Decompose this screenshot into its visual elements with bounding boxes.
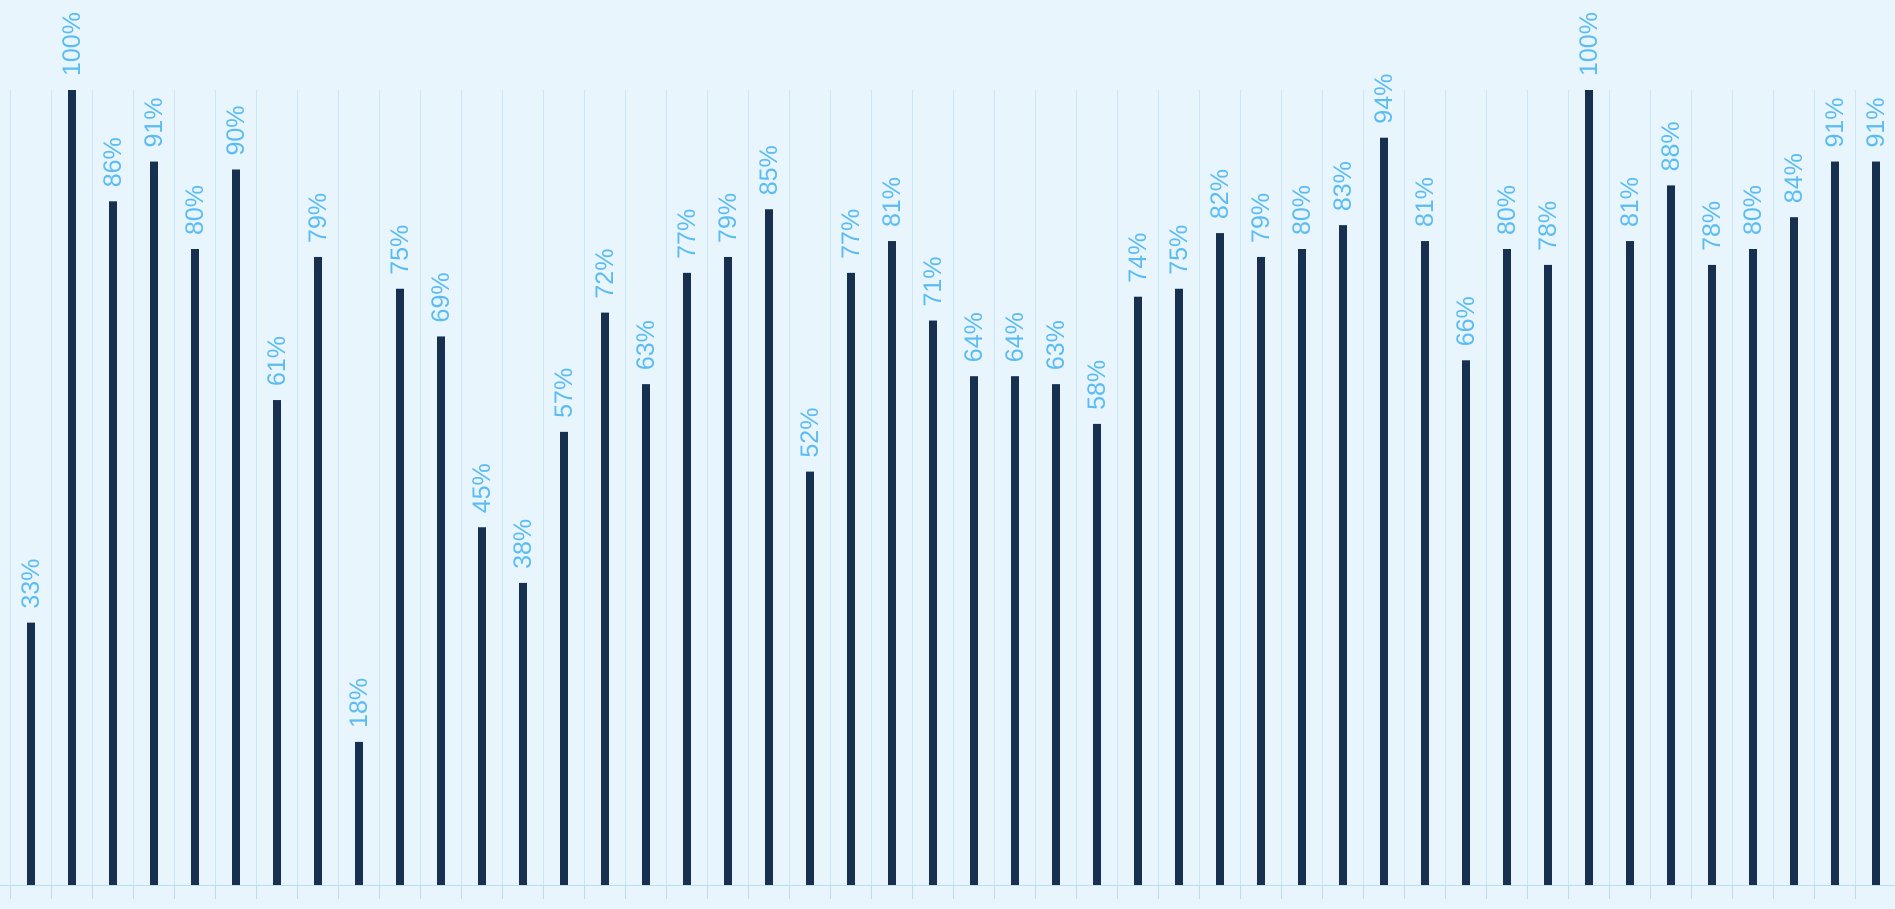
- bar: [1544, 264, 1552, 885]
- bar: [929, 320, 937, 885]
- bar: [1257, 256, 1265, 885]
- bar: [1421, 241, 1429, 886]
- grid-layer: [10, 90, 1856, 885]
- bar: [1790, 217, 1798, 885]
- data-label: 86%: [99, 137, 127, 187]
- bar: [1011, 376, 1019, 885]
- bar: [888, 241, 896, 886]
- bar: [1503, 249, 1511, 885]
- bar: [1872, 161, 1880, 886]
- data-label: 75%: [1165, 225, 1193, 275]
- data-label: 77%: [837, 209, 865, 259]
- bar: [1216, 233, 1224, 886]
- x-axis: [0, 885, 1895, 899]
- data-label: 90%: [222, 105, 250, 155]
- data-labels: 33% 100% 86% 91% 80% 90% 61% 79% 18% 75% 69% 45% 38%…: [17, 12, 1890, 728]
- data-label: 63%: [1042, 320, 1070, 370]
- data-label: 80%: [181, 185, 209, 235]
- data-label: 78%: [1534, 201, 1562, 251]
- data-label: 81%: [878, 177, 906, 227]
- data-label: 38%: [509, 519, 537, 569]
- bar: [27, 622, 35, 885]
- data-label: 58%: [1083, 360, 1111, 410]
- bar: [1052, 384, 1060, 885]
- bar: [724, 256, 732, 885]
- data-label: 79%: [1247, 193, 1275, 243]
- data-label: 78%: [1698, 201, 1726, 251]
- data-label: 64%: [1001, 312, 1029, 362]
- data-label: 100%: [58, 12, 86, 76]
- data-label: 100%: [1575, 12, 1603, 76]
- data-label: 66%: [1452, 296, 1480, 346]
- bar: [150, 161, 158, 886]
- data-label: 79%: [304, 193, 332, 243]
- data-label: 85%: [755, 145, 783, 195]
- data-label: 80%: [1288, 185, 1316, 235]
- bar: [1831, 161, 1839, 886]
- bar: [1093, 423, 1101, 885]
- bar: [1462, 360, 1470, 885]
- data-label: 83%: [1329, 161, 1357, 211]
- bar: [314, 256, 322, 885]
- data-label: 69%: [427, 272, 455, 322]
- bar: [560, 431, 568, 885]
- bar: [478, 527, 486, 885]
- bar: [109, 201, 117, 886]
- data-label: 94%: [1370, 74, 1398, 124]
- bar: [1175, 288, 1183, 885]
- data-label: 91%: [1821, 98, 1849, 148]
- data-label: 81%: [1616, 177, 1644, 227]
- bar: [1134, 296, 1142, 885]
- bar: [355, 741, 363, 885]
- bar: [642, 384, 650, 885]
- data-label: 84%: [1780, 153, 1808, 203]
- data-label: 45%: [468, 463, 496, 513]
- data-label: 64%: [960, 312, 988, 362]
- bar: [1380, 137, 1388, 885]
- data-label: 63%: [632, 320, 660, 370]
- bar: [1339, 225, 1347, 885]
- bar: [683, 272, 691, 886]
- data-label: 81%: [1411, 177, 1439, 227]
- bar: [601, 312, 609, 886]
- bar: [437, 336, 445, 885]
- data-label: 80%: [1493, 185, 1521, 235]
- bar: [806, 471, 814, 885]
- data-label: 91%: [1862, 98, 1890, 148]
- bar: [519, 582, 527, 885]
- bar: [273, 400, 281, 885]
- data-label: 57%: [550, 368, 578, 418]
- bars: [27, 90, 1880, 886]
- data-label: 91%: [140, 98, 168, 148]
- bar: [1667, 185, 1675, 885]
- bar: [232, 169, 240, 885]
- bar: [191, 249, 199, 885]
- data-label: 88%: [1657, 121, 1685, 171]
- bar: [847, 272, 855, 886]
- bar: [1585, 90, 1593, 885]
- bar: [1708, 264, 1716, 885]
- bar: [396, 288, 404, 885]
- data-label: 71%: [919, 257, 947, 307]
- bar: [1749, 249, 1757, 885]
- bar: [970, 376, 978, 885]
- data-label: 72%: [591, 249, 619, 299]
- bar: [1626, 241, 1634, 886]
- data-label: 52%: [796, 408, 824, 458]
- data-label: 74%: [1124, 233, 1152, 283]
- bar: [765, 209, 773, 885]
- bar: [68, 90, 76, 885]
- data-label: 18%: [345, 678, 373, 728]
- data-label: 80%: [1739, 185, 1767, 235]
- data-label: 79%: [714, 193, 742, 243]
- data-label: 82%: [1206, 169, 1234, 219]
- data-label: 61%: [263, 336, 291, 386]
- data-label: 75%: [386, 225, 414, 275]
- bar: [1298, 249, 1306, 885]
- data-label: 77%: [673, 209, 701, 259]
- data-label: 33%: [17, 559, 45, 609]
